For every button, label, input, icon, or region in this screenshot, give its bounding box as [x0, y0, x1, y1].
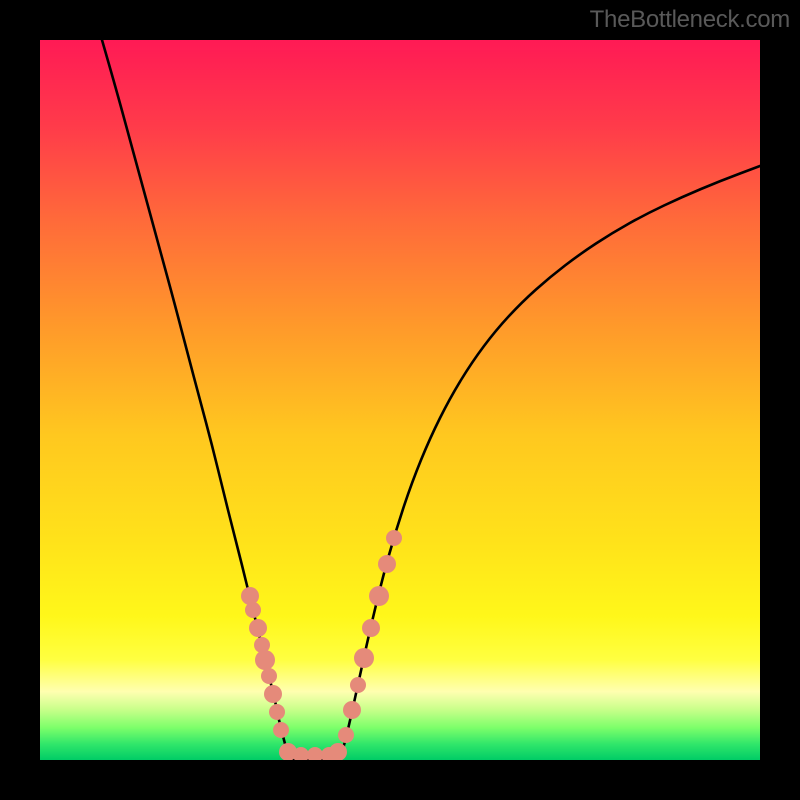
highlight-dot — [255, 650, 275, 670]
right-curve — [340, 166, 760, 760]
highlight-dot — [343, 701, 361, 719]
v-curve-layer — [40, 40, 760, 760]
highlight-dot — [261, 668, 277, 684]
highlight-dot — [264, 685, 282, 703]
highlight-dots — [241, 530, 402, 760]
highlight-dot — [338, 727, 354, 743]
highlight-dot — [307, 747, 323, 760]
highlight-dot — [273, 722, 289, 738]
highlight-dot — [386, 530, 402, 546]
highlight-dot — [354, 648, 374, 668]
highlight-dot — [269, 704, 285, 720]
highlight-dot — [249, 619, 267, 637]
chart-frame: TheBottleneck.com — [0, 0, 800, 800]
highlight-dot — [378, 555, 396, 573]
highlight-dot — [362, 619, 380, 637]
highlight-dot — [350, 677, 366, 693]
highlight-dot — [241, 587, 259, 605]
highlight-dot — [245, 602, 261, 618]
highlight-dot — [369, 586, 389, 606]
plot-area — [40, 40, 760, 760]
watermark-text: TheBottleneck.com — [590, 6, 790, 34]
